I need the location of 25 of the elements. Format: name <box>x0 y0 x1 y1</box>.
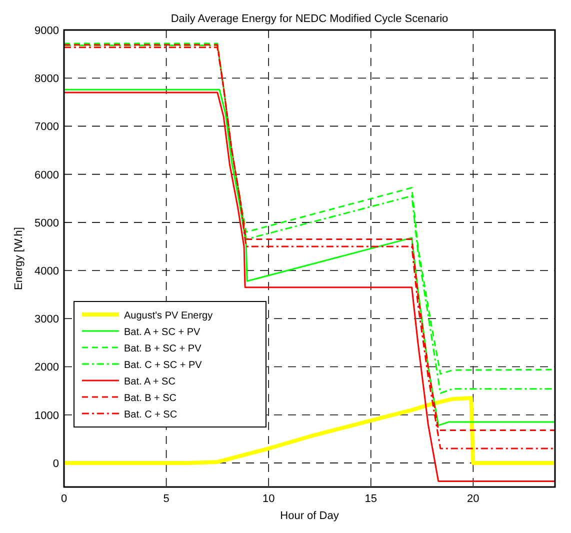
legend-label: Bat. A + SC + PV <box>124 327 200 338</box>
x-tick-label: 10 <box>262 493 275 505</box>
legend-label: Bat. B + SC + PV <box>124 344 202 354</box>
x-tick-label: 5 <box>163 493 170 505</box>
legend-label: Bat. A + SC <box>124 376 176 388</box>
y-tick-label: 9000 <box>34 25 59 37</box>
y-tick-label: 7000 <box>34 121 59 134</box>
legend-label: August's PV Energy <box>124 310 213 322</box>
legend-label: Bat. B + SC <box>124 393 177 404</box>
y-tick-label: 2000 <box>34 362 59 374</box>
y-tick-label: 5000 <box>34 217 59 230</box>
y-axis-title: Energy [W.h] <box>13 227 25 290</box>
chart-title: Daily Average Energy for NEDC Modified Cycle Scenario <box>170 13 448 25</box>
y-tick-label: 1000 <box>34 410 59 422</box>
y-tick-label: 4000 <box>34 266 59 278</box>
y-tick-label: 0 <box>52 458 59 470</box>
y-tick-label: 3000 <box>34 314 59 326</box>
legend-label: Bat. C + SC + PV <box>124 360 202 371</box>
x-axis-title: Hour of Day <box>280 510 340 522</box>
x-tick-label: 20 <box>467 493 480 505</box>
x-tick-label: 0 <box>60 493 68 505</box>
x-tick-label: 15 <box>364 493 377 505</box>
y-tick-label: 8000 <box>34 73 59 86</box>
y-tick-label: 6000 <box>34 169 59 182</box>
legend-label: Bat. C + SC <box>124 410 178 420</box>
